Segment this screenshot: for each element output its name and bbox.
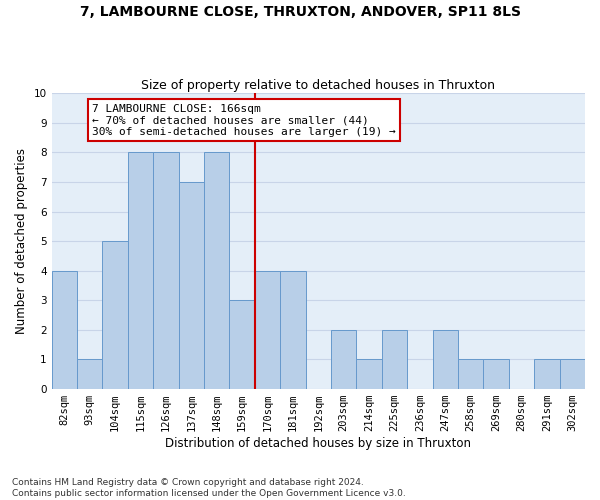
Bar — [153, 152, 179, 389]
Text: 7, LAMBOURNE CLOSE, THRUXTON, ANDOVER, SP11 8LS: 7, LAMBOURNE CLOSE, THRUXTON, ANDOVER, S… — [79, 5, 521, 19]
Bar — [433, 330, 458, 389]
Bar — [179, 182, 204, 389]
Bar — [128, 152, 153, 389]
Bar — [356, 360, 382, 389]
Y-axis label: Number of detached properties: Number of detached properties — [15, 148, 28, 334]
Bar — [331, 330, 356, 389]
Bar — [204, 152, 229, 389]
Bar — [280, 270, 305, 389]
Bar — [534, 360, 560, 389]
Bar — [484, 360, 509, 389]
Bar — [77, 360, 103, 389]
Bar — [560, 360, 585, 389]
Bar — [229, 300, 255, 389]
Title: Size of property relative to detached houses in Thruxton: Size of property relative to detached ho… — [141, 79, 495, 92]
Bar — [52, 270, 77, 389]
Bar — [103, 241, 128, 389]
Bar — [382, 330, 407, 389]
Text: Contains HM Land Registry data © Crown copyright and database right 2024.
Contai: Contains HM Land Registry data © Crown c… — [12, 478, 406, 498]
Bar — [255, 270, 280, 389]
Bar — [458, 360, 484, 389]
Text: 7 LAMBOURNE CLOSE: 166sqm
← 70% of detached houses are smaller (44)
30% of semi-: 7 LAMBOURNE CLOSE: 166sqm ← 70% of detac… — [92, 104, 396, 136]
X-axis label: Distribution of detached houses by size in Thruxton: Distribution of detached houses by size … — [165, 437, 471, 450]
